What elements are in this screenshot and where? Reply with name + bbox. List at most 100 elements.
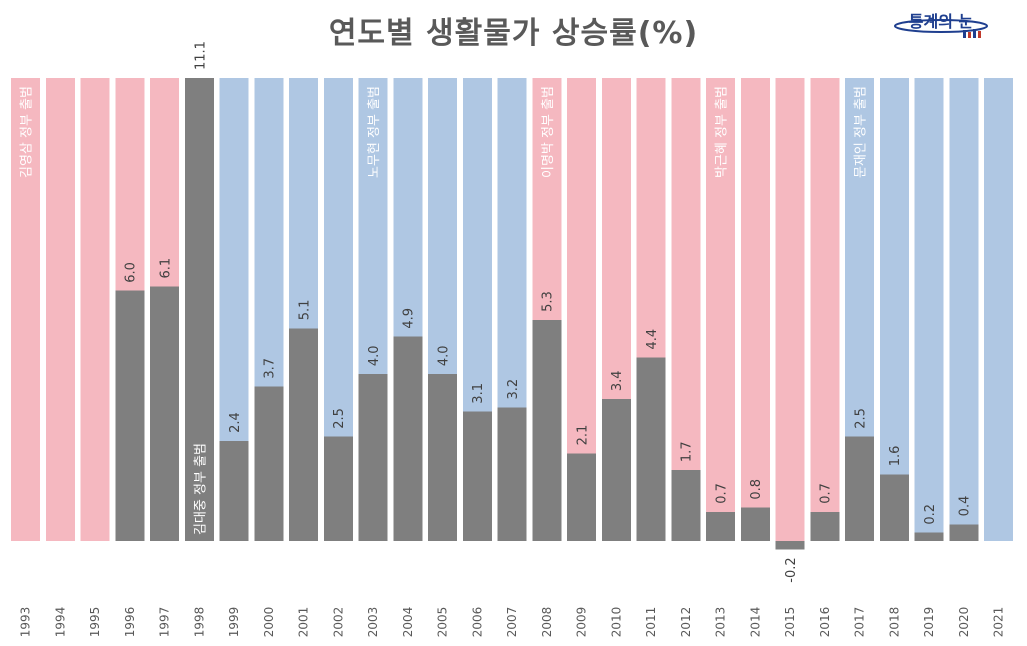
x-tick-label: 2009 [575, 607, 589, 638]
logo-swoosh-icon [894, 19, 988, 38]
data-bar [949, 524, 979, 541]
logo: 통계의 눈 [893, 6, 993, 40]
x-tick-label: 2004 [401, 607, 415, 638]
chart-title: 연도별 생활물가 상승률(%) [328, 16, 699, 51]
data-bar [775, 541, 805, 550]
x-tick-label: 1993 [19, 607, 33, 638]
background-column [671, 78, 701, 541]
data-bar [810, 511, 840, 541]
background-column [80, 78, 110, 541]
background-column [740, 78, 770, 541]
x-tick-label: 2020 [957, 607, 971, 638]
background-column [45, 78, 75, 541]
x-tick-label: 2014 [748, 607, 762, 638]
data-label: 6.1 [159, 258, 174, 279]
data-label: 5.1 [298, 300, 313, 321]
data-label: 5.3 [541, 291, 556, 312]
data-bar [879, 474, 909, 541]
data-bar [323, 436, 353, 541]
x-tick-label: 2000 [262, 607, 276, 638]
x-tick-label: 2008 [540, 607, 554, 638]
data-bar [636, 357, 666, 541]
x-tick-label: 1997 [158, 607, 172, 638]
x-tick-label: 2012 [679, 607, 693, 638]
data-bar [393, 336, 423, 541]
data-label: 4.0 [437, 345, 452, 366]
data-label: 0.4 [958, 496, 973, 517]
x-tick-label: 2016 [818, 607, 832, 638]
x-tick-label: 2002 [331, 607, 345, 638]
data-bar [845, 436, 874, 541]
data-label: 2.1 [576, 425, 591, 446]
x-tick-label: 1998 [192, 607, 206, 638]
x-tick-label: 1995 [88, 607, 102, 638]
background-column [810, 78, 840, 541]
data-bar [706, 511, 735, 541]
x-tick-label: 2011 [644, 607, 658, 638]
data-bar [428, 374, 457, 541]
data-bar [567, 453, 596, 541]
x-tick-label: 2001 [297, 607, 311, 638]
data-label: 3.4 [610, 370, 625, 391]
x-tick-label: 2017 [853, 607, 867, 638]
x-tick-label: 2005 [436, 607, 450, 638]
government-annotation: 문재인 정부 출범 [854, 86, 869, 178]
data-label: 11.1 [193, 41, 208, 70]
government-annotation: 김영삼 정부 출범 [20, 86, 35, 178]
government-annotation: 노무현 정부 출범 [367, 86, 382, 178]
data-bar [219, 440, 249, 541]
data-label: 0.2 [923, 504, 938, 525]
background-column [879, 78, 909, 541]
data-bar [115, 290, 145, 541]
government-annotation: 김대중 정부 출범 [193, 443, 208, 535]
data-bar [914, 532, 944, 541]
data-bar [671, 470, 701, 541]
data-label: 0.7 [715, 483, 730, 504]
background-column [914, 78, 944, 541]
government-annotation: 이명박 정부 출범 [541, 86, 556, 178]
x-tick-label: 2015 [783, 607, 797, 638]
x-tick-label: 1996 [123, 607, 137, 638]
data-label: 3.7 [263, 358, 278, 379]
x-tick-label: 2018 [887, 607, 901, 638]
data-bar [289, 328, 318, 541]
data-bar [497, 407, 527, 541]
data-bar [150, 286, 179, 541]
data-label: 4.9 [402, 308, 417, 329]
x-tick-label: 2021 [992, 607, 1006, 638]
data-label: 1.7 [680, 441, 695, 462]
background-column [984, 78, 1013, 541]
data-label: 4.4 [645, 329, 660, 350]
x-tick-label: 1994 [53, 607, 67, 638]
data-bar [358, 374, 388, 541]
data-bar [462, 411, 492, 541]
x-tick-label: 2013 [714, 607, 728, 638]
data-label: 2.4 [228, 412, 243, 433]
data-label: 1.6 [888, 446, 903, 467]
x-tick-label: 1999 [227, 607, 241, 638]
background-column [11, 78, 40, 541]
data-label: 0.7 [819, 483, 834, 504]
data-label: 3.2 [506, 379, 521, 400]
x-tick-label: 2019 [922, 607, 936, 638]
data-bar [254, 386, 284, 541]
government-annotation: 박근혜 정부 출범 [715, 86, 730, 178]
data-bar [532, 319, 562, 541]
background-column [949, 78, 979, 541]
data-label: 3.1 [471, 383, 486, 404]
data-label: 2.5 [854, 408, 869, 429]
data-label: -0.2 [784, 557, 799, 582]
x-tick-label: 2010 [609, 607, 623, 638]
data-bar [184, 78, 214, 541]
data-label: 0.8 [749, 479, 764, 500]
x-tick-label: 2006 [470, 607, 484, 638]
logo-text: 통계의 눈 [908, 12, 974, 31]
x-tick-label: 2003 [366, 607, 380, 638]
data-bar [601, 399, 631, 541]
x-tick-label: 2007 [505, 607, 519, 638]
data-bar [740, 507, 770, 541]
data-label: 4.0 [367, 345, 382, 366]
data-label: 6.0 [124, 262, 139, 283]
data-label: 2.5 [332, 408, 347, 429]
